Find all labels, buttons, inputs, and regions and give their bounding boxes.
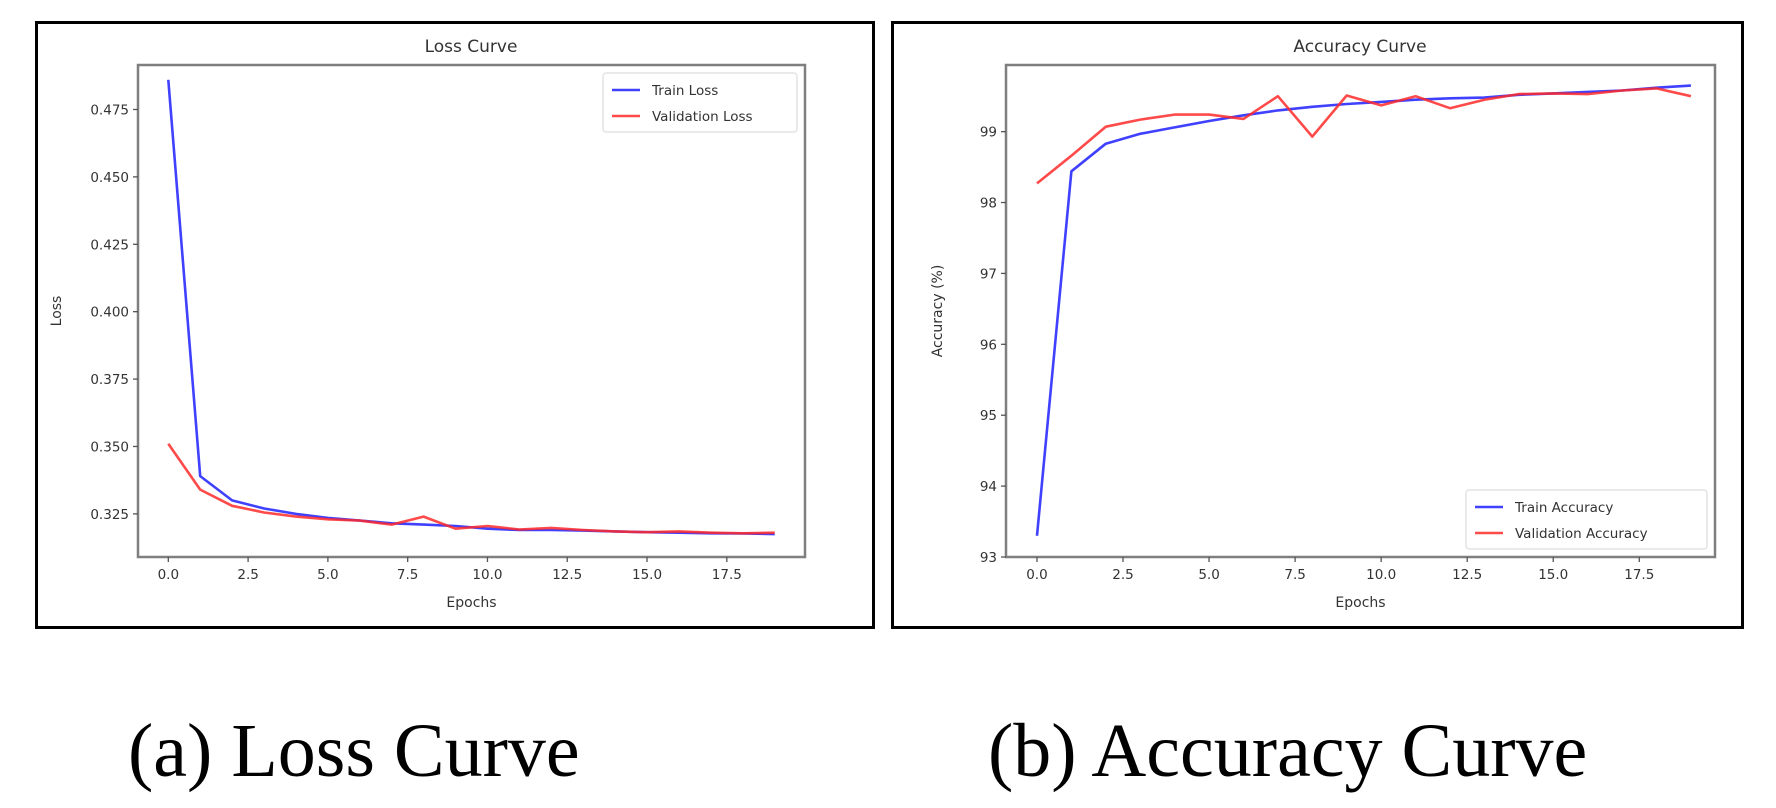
accuracy-caption: (b) Accuracy Curve: [988, 709, 1588, 793]
accuracy-y-tick-label: 98: [980, 196, 997, 212]
loss-legend-label-validation: Validation Loss: [652, 109, 753, 125]
accuracy-y-tick-label: 97: [980, 266, 997, 282]
accuracy-x-tick-label: 7.5: [1284, 567, 1305, 583]
loss-series-validation-line: [167, 443, 775, 535]
loss-chart-panel: Loss Curve 0.0 2.5 5.0 7.5 10.0 12.5 15.0 17.5 0…: [35, 21, 875, 629]
loss-y-tick-label: 0.375: [90, 372, 129, 388]
accuracy-x-axis-label: Epochs: [1335, 595, 1385, 611]
loss-x-tick-label: 0.0: [158, 567, 179, 583]
accuracy-series-train-line: [1035, 84, 1691, 536]
loss-x-tick-label: 2.5: [237, 567, 258, 583]
loss-axes-frame: [136, 63, 807, 559]
loss-y-tick-label: 0.325: [90, 507, 129, 523]
loss-y-tick-label: 0.475: [90, 102, 129, 118]
accuracy-x-tick-label: 10.0: [1366, 567, 1396, 583]
loss-x-tick-label: 17.5: [712, 567, 742, 583]
loss-legend-label-train: Train Loss: [651, 83, 718, 99]
loss-caption: (a) Loss Curve: [128, 709, 580, 793]
accuracy-chart-title: Accuracy Curve: [1293, 37, 1426, 57]
accuracy-y-tick-label: 96: [980, 337, 997, 353]
loss-y-tick-label: 0.425: [90, 237, 129, 253]
accuracy-legend-label-validation: Validation Accuracy: [1515, 526, 1648, 542]
loss-y-tick-label: 0.400: [90, 305, 129, 321]
accuracy-series-validation-line: [1036, 87, 1692, 185]
loss-chart-title: Loss Curve: [425, 37, 518, 57]
accuracy-x-tick-label: 0.0: [1026, 567, 1047, 583]
accuracy-legend: Train Accuracy Validation Accuracy: [1465, 489, 1708, 550]
accuracy-axes-frame: [1004, 63, 1717, 559]
accuracy-y-axis-label: Accuracy (%): [930, 265, 946, 358]
accuracy-legend-label-train: Train Accuracy: [1514, 500, 1613, 516]
loss-chart: Loss Curve 0.0 2.5 5.0 7.5 10.0 12.5 15.0 17.5 0…: [49, 37, 807, 611]
accuracy-chart: Accuracy Curve 0.0 2.5 5.0 7.5 10.0 12.5 15.0 1…: [930, 37, 1717, 611]
loss-x-tick-label: 5.0: [317, 567, 338, 583]
accuracy-x-tick-label: 15.0: [1538, 567, 1568, 583]
accuracy-x-tick-label: 5.0: [1198, 567, 1219, 583]
loss-y-tick-label: 0.450: [90, 170, 129, 186]
accuracy-x-tick-label: 17.5: [1624, 567, 1654, 583]
accuracy-y-tick-label: 99: [980, 125, 997, 141]
accuracy-y-tick-label: 93: [980, 550, 997, 566]
loss-x-axis-label: Epochs: [446, 595, 496, 611]
accuracy-y-tick-label: 94: [980, 479, 997, 495]
loss-y-tick-label: 0.350: [90, 439, 129, 455]
loss-legend: Train Loss Validation Loss: [602, 72, 798, 133]
loss-x-tick-label: 7.5: [397, 567, 418, 583]
loss-x-tick-label: 10.0: [472, 567, 502, 583]
accuracy-x-tick-label: 2.5: [1112, 567, 1133, 583]
accuracy-x-tick-label: 12.5: [1452, 567, 1482, 583]
loss-y-axis-label: Loss: [49, 296, 65, 327]
loss-x-tick-label: 15.0: [632, 567, 662, 583]
accuracy-y-tick-label: 95: [980, 408, 997, 424]
loss-x-tick-label: 12.5: [552, 567, 582, 583]
accuracy-chart-panel: Accuracy Curve 0.0 2.5 5.0 7.5 10.0 12.5 15.0 1…: [891, 21, 1744, 629]
